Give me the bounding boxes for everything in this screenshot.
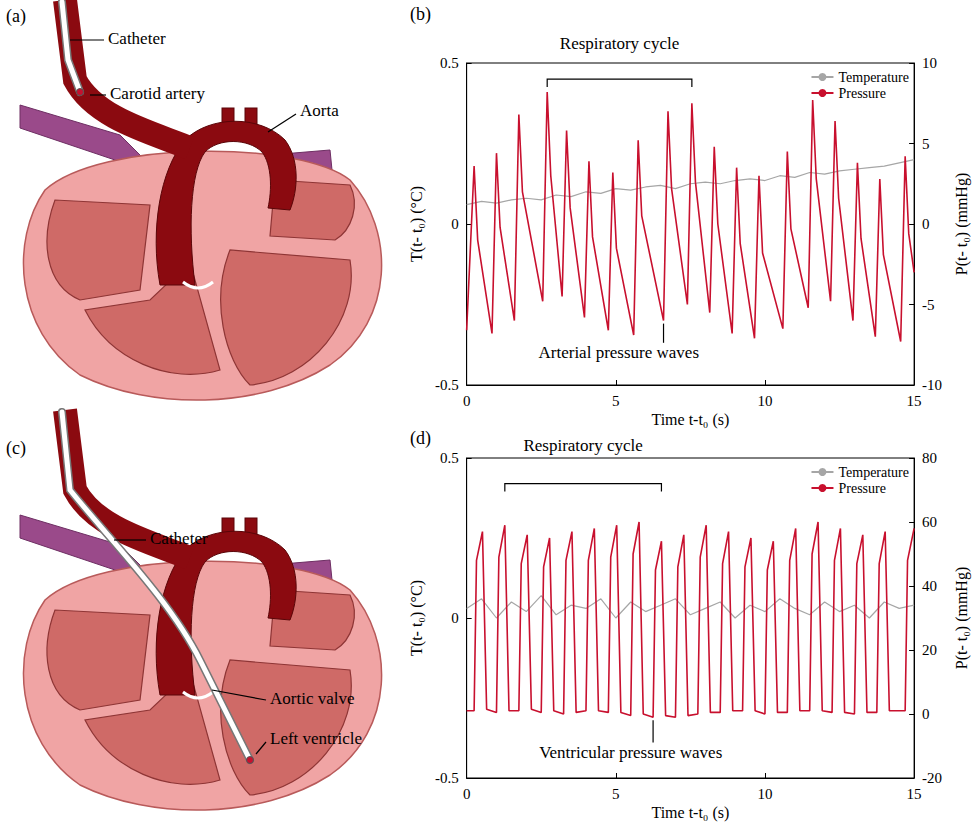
svg-text:-5: -5 — [922, 297, 935, 313]
svg-text:60: 60 — [922, 514, 937, 530]
svg-text:0: 0 — [451, 610, 459, 626]
svg-text:-0.5: -0.5 — [435, 770, 459, 786]
svg-text:Aortic valve: Aortic valve — [270, 689, 355, 708]
svg-text:T(t- t₀) (°C): T(t- t₀) (°C) — [408, 580, 426, 656]
svg-text:5: 5 — [612, 786, 620, 802]
svg-text:15: 15 — [907, 786, 922, 802]
svg-text:Carotid artery: Carotid artery — [110, 84, 205, 103]
svg-text:P(t- t₀) (mmHg): P(t- t₀) (mmHg) — [953, 173, 971, 275]
svg-text:P(t- t₀) (mmHg): P(t- t₀) (mmHg) — [953, 567, 971, 669]
svg-text:Pressure: Pressure — [838, 481, 885, 496]
svg-text:5: 5 — [612, 393, 620, 409]
svg-text:Time t-t₀ (s): Time t-t₀ (s) — [651, 411, 729, 429]
svg-text:Pressure: Pressure — [838, 86, 885, 101]
svg-text:(a): (a) — [6, 6, 26, 27]
svg-text:15: 15 — [907, 393, 922, 409]
svg-text:10: 10 — [757, 786, 772, 802]
svg-text:Left ventricle: Left ventricle — [270, 729, 362, 748]
svg-text:10: 10 — [922, 55, 937, 71]
svg-text:0: 0 — [922, 216, 930, 232]
svg-text:40: 40 — [922, 578, 937, 594]
svg-text:0: 0 — [463, 786, 471, 802]
svg-text:(c): (c) — [6, 438, 26, 459]
svg-text:Aorta: Aorta — [300, 101, 339, 120]
svg-text:Temperature: Temperature — [838, 465, 909, 480]
svg-text:-20: -20 — [922, 770, 942, 786]
svg-text:(d): (d) — [410, 428, 431, 449]
svg-text:20: 20 — [922, 642, 937, 658]
svg-text:5: 5 — [922, 136, 930, 152]
svg-text:80: 80 — [922, 450, 937, 466]
svg-text:0: 0 — [922, 706, 930, 722]
svg-text:10: 10 — [757, 393, 772, 409]
svg-text:0.5: 0.5 — [440, 450, 459, 466]
svg-text:Time t-t₀ (s): Time t-t₀ (s) — [651, 804, 729, 822]
svg-text:Catheter: Catheter — [108, 29, 166, 48]
svg-text:-0.5: -0.5 — [435, 377, 459, 393]
svg-text:(b): (b) — [410, 4, 431, 25]
svg-text:Arterial pressure waves: Arterial pressure waves — [539, 343, 700, 362]
svg-text:T(t- t₀) (°C): T(t- t₀) (°C) — [408, 186, 426, 262]
svg-text:0: 0 — [451, 216, 459, 232]
svg-text:0.5: 0.5 — [440, 55, 459, 71]
svg-text:Ventricular pressure waves: Ventricular pressure waves — [539, 743, 722, 762]
svg-text:-10: -10 — [922, 377, 942, 393]
svg-text:Respiratory cycle: Respiratory cycle — [523, 436, 642, 455]
svg-text:Respiratory cycle: Respiratory cycle — [560, 34, 679, 53]
svg-text:Catheter: Catheter — [150, 529, 208, 548]
svg-text:Temperature: Temperature — [838, 70, 909, 85]
svg-text:0: 0 — [463, 393, 471, 409]
